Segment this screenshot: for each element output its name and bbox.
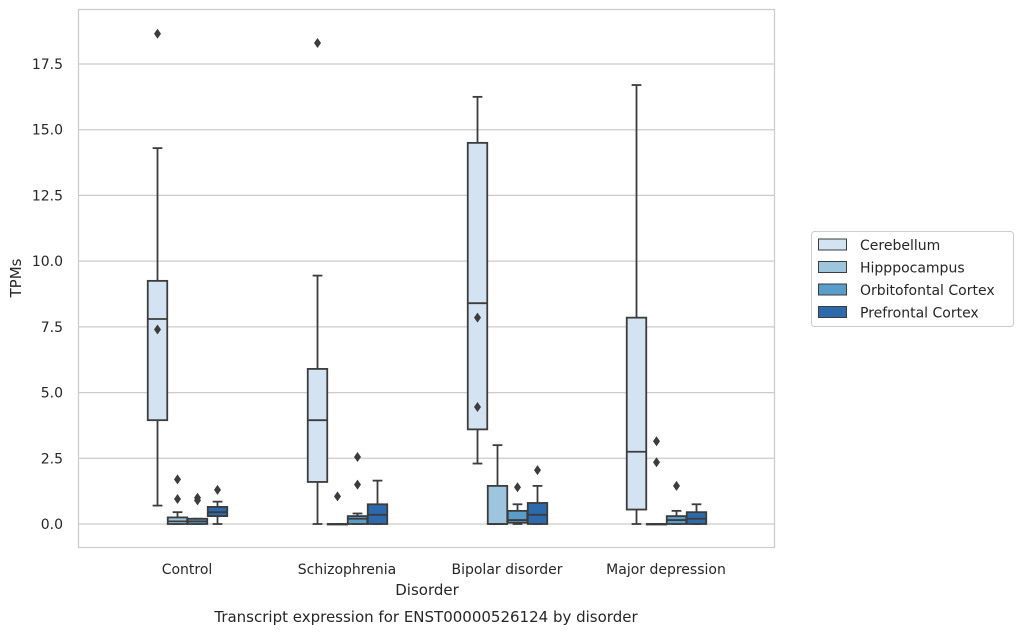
box-3-2 (526, 465, 549, 525)
figure-caption: Transcript expression for ENST0000052612… (213, 608, 638, 626)
box-body (625, 316, 648, 511)
y-tick-label: 5.0 (41, 386, 63, 402)
outlier-point (174, 494, 181, 505)
box-1-1 (326, 491, 349, 526)
box-series (146, 28, 708, 526)
box-1-2 (486, 444, 509, 525)
box-3-1 (366, 479, 389, 525)
outlier-point (653, 457, 660, 468)
outlier-point (354, 451, 361, 462)
x-tick-label: Control (162, 562, 213, 578)
legend-swatch (818, 238, 847, 251)
grid-lines (78, 63, 775, 525)
box-body (466, 141, 489, 431)
x-tick-label: Bipolar disorder (451, 562, 562, 578)
box-body (146, 279, 169, 422)
outlier-point (474, 312, 481, 323)
outlier-point (214, 484, 221, 495)
legend-label: Hipppocampus (860, 261, 965, 277)
outlier-point (154, 324, 161, 335)
box-body (346, 515, 369, 525)
box-3-3 (685, 503, 708, 525)
y-tick-label: 12.5 (32, 188, 63, 204)
outlier-point (354, 479, 361, 490)
y-tick-label: 2.5 (41, 451, 63, 467)
box-3-0 (206, 484, 229, 525)
box-0-0 (146, 28, 169, 507)
x-tick-label: Schizophrenia (298, 562, 396, 578)
outlier-point (174, 474, 181, 485)
y-tick-label: 10.0 (32, 254, 63, 270)
box-body (526, 502, 549, 525)
y-tick-label: 17.5 (32, 57, 63, 73)
series-2 (186, 451, 688, 525)
outlier-point (534, 465, 541, 476)
box-1-0 (166, 474, 189, 525)
box-2-0 (186, 492, 209, 525)
y-tick-label: 15.0 (32, 123, 63, 139)
x-tick-labels: Control Schizophrenia Bipolar disorder Majo… (162, 562, 726, 578)
box-0-3 (625, 84, 648, 525)
legend-frame (811, 231, 1014, 327)
legend: Cerebellum Hipppocampus Orbitofontal Corte… (811, 231, 1014, 327)
y-tick-label: 7.5 (41, 320, 63, 336)
legend-label: Cerebellum (860, 238, 940, 254)
box-1-3 (645, 436, 668, 526)
x-axis-title: Disorder (395, 581, 459, 599)
outlier-point (653, 436, 660, 447)
y-tick-label: 0.0 (41, 517, 63, 533)
outlier-point (673, 480, 680, 491)
box-2-1 (346, 451, 369, 525)
legend-swatch (818, 261, 847, 273)
legend-items: Cerebellum Hipppocampus Orbitofontal Corte… (818, 238, 995, 322)
box-body (486, 484, 509, 525)
outlier-point (194, 495, 201, 506)
plot-area (77, 8, 776, 549)
box-0-2 (466, 95, 489, 465)
series-1 (166, 436, 668, 526)
outlier-point (334, 491, 341, 502)
series-3 (206, 465, 708, 525)
box-0-1 (306, 37, 329, 525)
box-2-3 (665, 480, 688, 525)
series-0 (146, 28, 648, 525)
y-tick-labels: 0.0 2.5 5.0 7.5 10.0 12.5 15.0 17.5 (32, 57, 63, 533)
y-axis-title: TPMs (7, 258, 25, 298)
outlier-point (314, 37, 321, 48)
legend-swatch (818, 283, 847, 296)
box-body (306, 368, 329, 483)
x-tick-label: Major depression (606, 562, 726, 578)
legend-label: Prefrontal Cortex (860, 306, 979, 322)
outlier-point (154, 28, 161, 39)
legend-label: Orbitofontal Cortex (860, 283, 995, 299)
outlier-point (514, 482, 521, 493)
outlier-point (474, 402, 481, 413)
box-2-2 (506, 482, 529, 525)
legend-swatch (818, 306, 847, 318)
